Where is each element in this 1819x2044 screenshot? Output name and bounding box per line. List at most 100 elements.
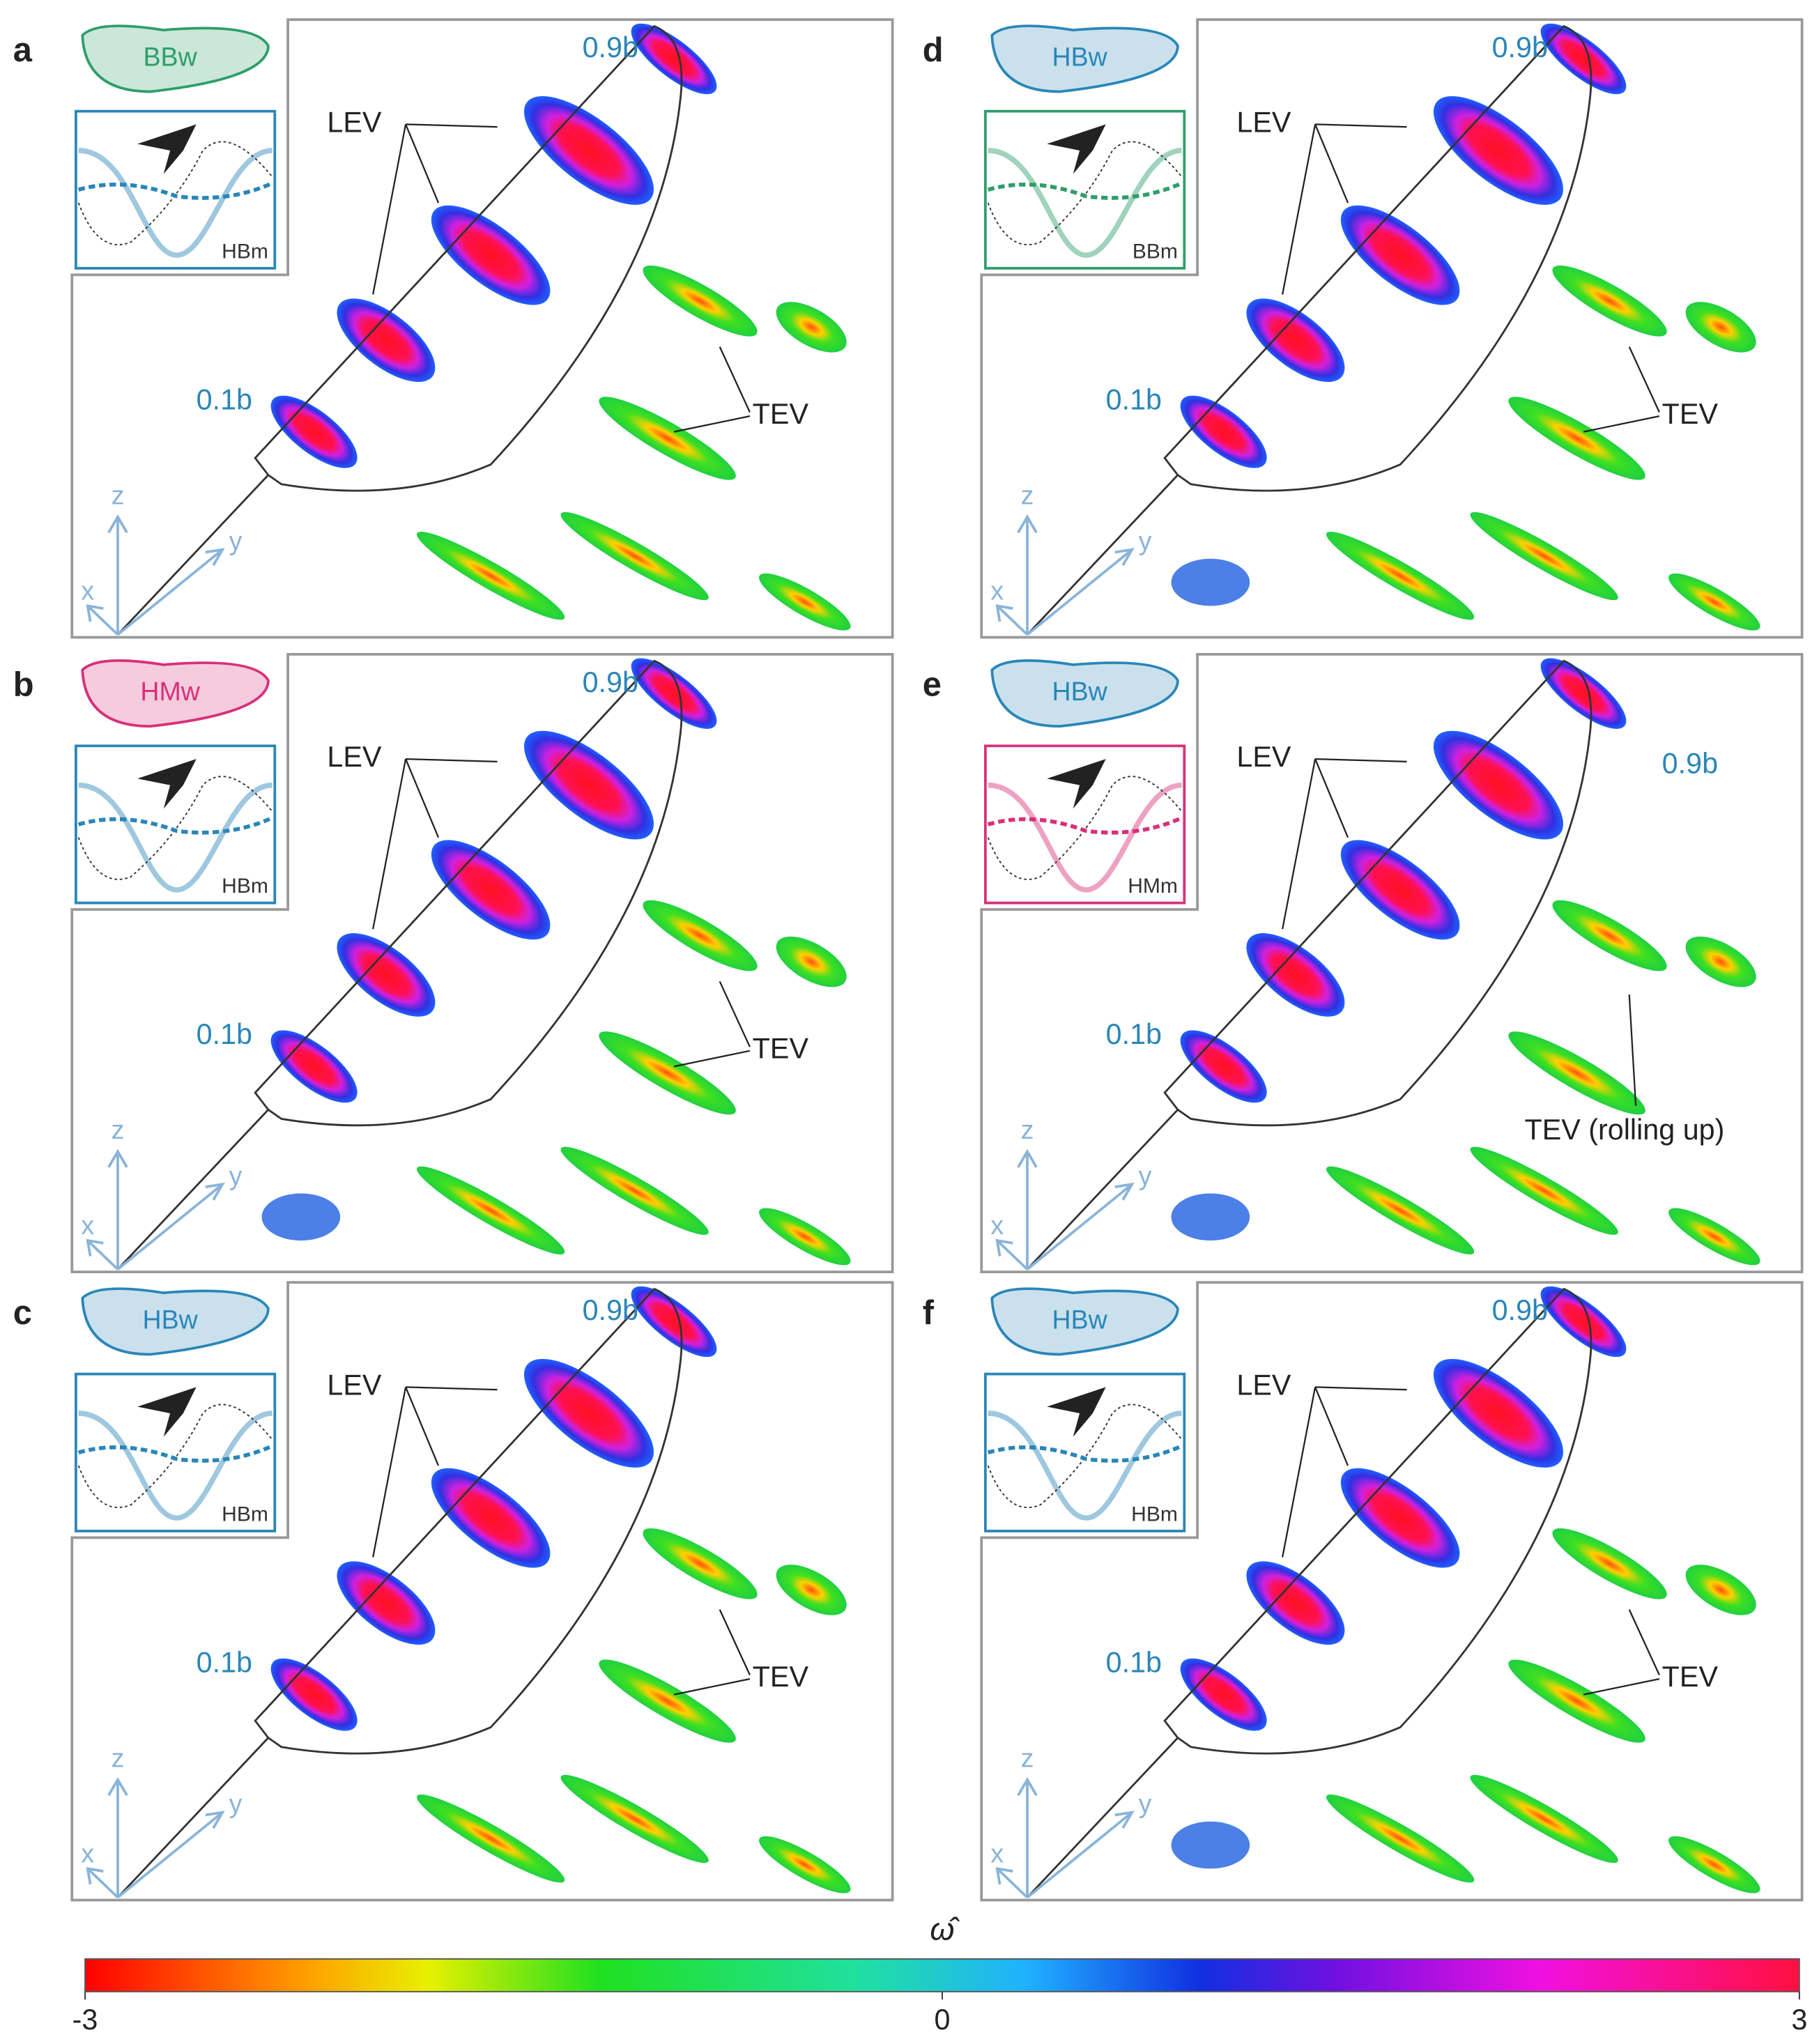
lev-blob (337, 298, 436, 383)
motion-label: HBm (222, 240, 268, 263)
lev-blob (1540, 23, 1627, 95)
span-label: 0.9b (1492, 31, 1548, 63)
motion-curve (987, 181, 1183, 200)
axis-label: y (229, 1789, 243, 1818)
motion-curve (988, 782, 1182, 893)
wing-label: HBw (1052, 42, 1107, 71)
tev-label: TEV (1662, 398, 1719, 430)
panel-frame (70, 1281, 894, 1902)
tev-blob (643, 900, 758, 971)
lev-blob (523, 730, 654, 840)
axis-label: y (1139, 526, 1152, 555)
animal-icon (1047, 1387, 1106, 1437)
tev-blob (1668, 573, 1760, 631)
lev-blob (1540, 658, 1627, 729)
tev-blob (599, 397, 736, 480)
lev-blob (1246, 1561, 1345, 1645)
tev-blob (599, 1659, 736, 1743)
lev-blob (1180, 1658, 1267, 1731)
lev-blob (431, 840, 551, 940)
axis-label: y (229, 526, 243, 555)
negative-blob (261, 1193, 341, 1241)
span-label: 0.1b (1106, 1646, 1162, 1678)
wing-label: HBw (142, 1305, 198, 1334)
animal-icon (137, 759, 197, 809)
lev-blob (337, 1561, 436, 1645)
axes-icon (995, 1148, 1135, 1270)
lev-blob (1433, 96, 1563, 205)
panel-letter: a (13, 31, 33, 69)
axes-icon (86, 1148, 225, 1270)
panel: z y x HBw HMm 0.9b 0.1b LEV TEV (rolling up) (980, 652, 1804, 1274)
tev-blob (643, 1528, 758, 1599)
wing-icon (990, 24, 1179, 93)
wing-icon (990, 1287, 1179, 1356)
negative-blob (1171, 558, 1250, 606)
animal-icon (137, 124, 197, 174)
motion-curve (988, 1411, 1182, 1521)
axis-label: y (1139, 1161, 1152, 1190)
tev-label: TEV (753, 1033, 809, 1065)
axis-label: z (112, 480, 125, 509)
panel: z y x BBw HBm 0.9b 0.1b LEV TEV (70, 18, 894, 639)
lev-blob (337, 933, 436, 1017)
panel: z y x HMw HBm 0.9b 0.1b LEV TEV (70, 652, 894, 1274)
tev-blob (1685, 1565, 1756, 1615)
colorbar-title: ω̂ (930, 1911, 960, 1946)
tev-blob (1685, 936, 1756, 988)
tev-blob (1508, 1031, 1645, 1115)
tev-blob (599, 1031, 736, 1115)
panel-letter: b (13, 666, 34, 704)
tev-arrows (1628, 994, 1637, 1106)
lev-blob (523, 96, 654, 205)
tev-blob (759, 573, 851, 631)
lev-arrows (372, 1386, 498, 1558)
lev-blob (1340, 1468, 1460, 1568)
panel-frame (70, 652, 894, 1274)
motion-curve (78, 782, 273, 893)
tev-blob (417, 1795, 565, 1883)
tev-blob (1508, 397, 1645, 480)
motion-curve (988, 148, 1182, 258)
lev-label: LEV (1236, 741, 1291, 773)
span-label: 0.9b (583, 666, 638, 698)
wing-icon (990, 659, 1179, 728)
tev-blob (1668, 1836, 1760, 1893)
tev-blob (1470, 1774, 1618, 1864)
axis-label: x (81, 576, 94, 606)
span-label: 0.1b (1106, 1018, 1162, 1050)
lev-blob (431, 205, 551, 305)
wing-label: HBw (1052, 677, 1107, 706)
motion-curve (987, 816, 1183, 835)
tev-blob (1552, 266, 1667, 337)
tev-blob (759, 1208, 851, 1266)
colorbar-tick-label: 0 (934, 2004, 950, 2036)
tev-blob (417, 1166, 565, 1255)
wing-outline (116, 659, 683, 1270)
lev-blob (1340, 840, 1460, 940)
tev-label: TEV (753, 1661, 809, 1693)
axis-label: x (81, 1211, 94, 1240)
tev-blob (1326, 1166, 1475, 1255)
negative-blob (1171, 1821, 1250, 1869)
lev-blob (1433, 730, 1563, 840)
span-label: 0.1b (197, 1018, 252, 1050)
tev-blob (1470, 512, 1618, 601)
lev-blob (631, 1286, 717, 1358)
axes-icon (86, 514, 225, 636)
lev-blob (1433, 1359, 1563, 1468)
tev-blob (560, 1774, 709, 1864)
tev-blob (560, 512, 709, 601)
colorbar-tick-label: 3 (1791, 2004, 1807, 2036)
tev-blob (776, 1565, 847, 1615)
axis-label: x (990, 1211, 1004, 1240)
tev-blob (560, 1146, 709, 1235)
motion-curve (77, 1444, 273, 1463)
negative-blob (1171, 1193, 1250, 1241)
wing-outline (1026, 24, 1592, 636)
panel-letter: d (923, 31, 944, 69)
colorbar-tick-label: -3 (72, 2004, 98, 2036)
tev-blob (759, 1836, 851, 1893)
panel-letter: e (923, 666, 942, 704)
